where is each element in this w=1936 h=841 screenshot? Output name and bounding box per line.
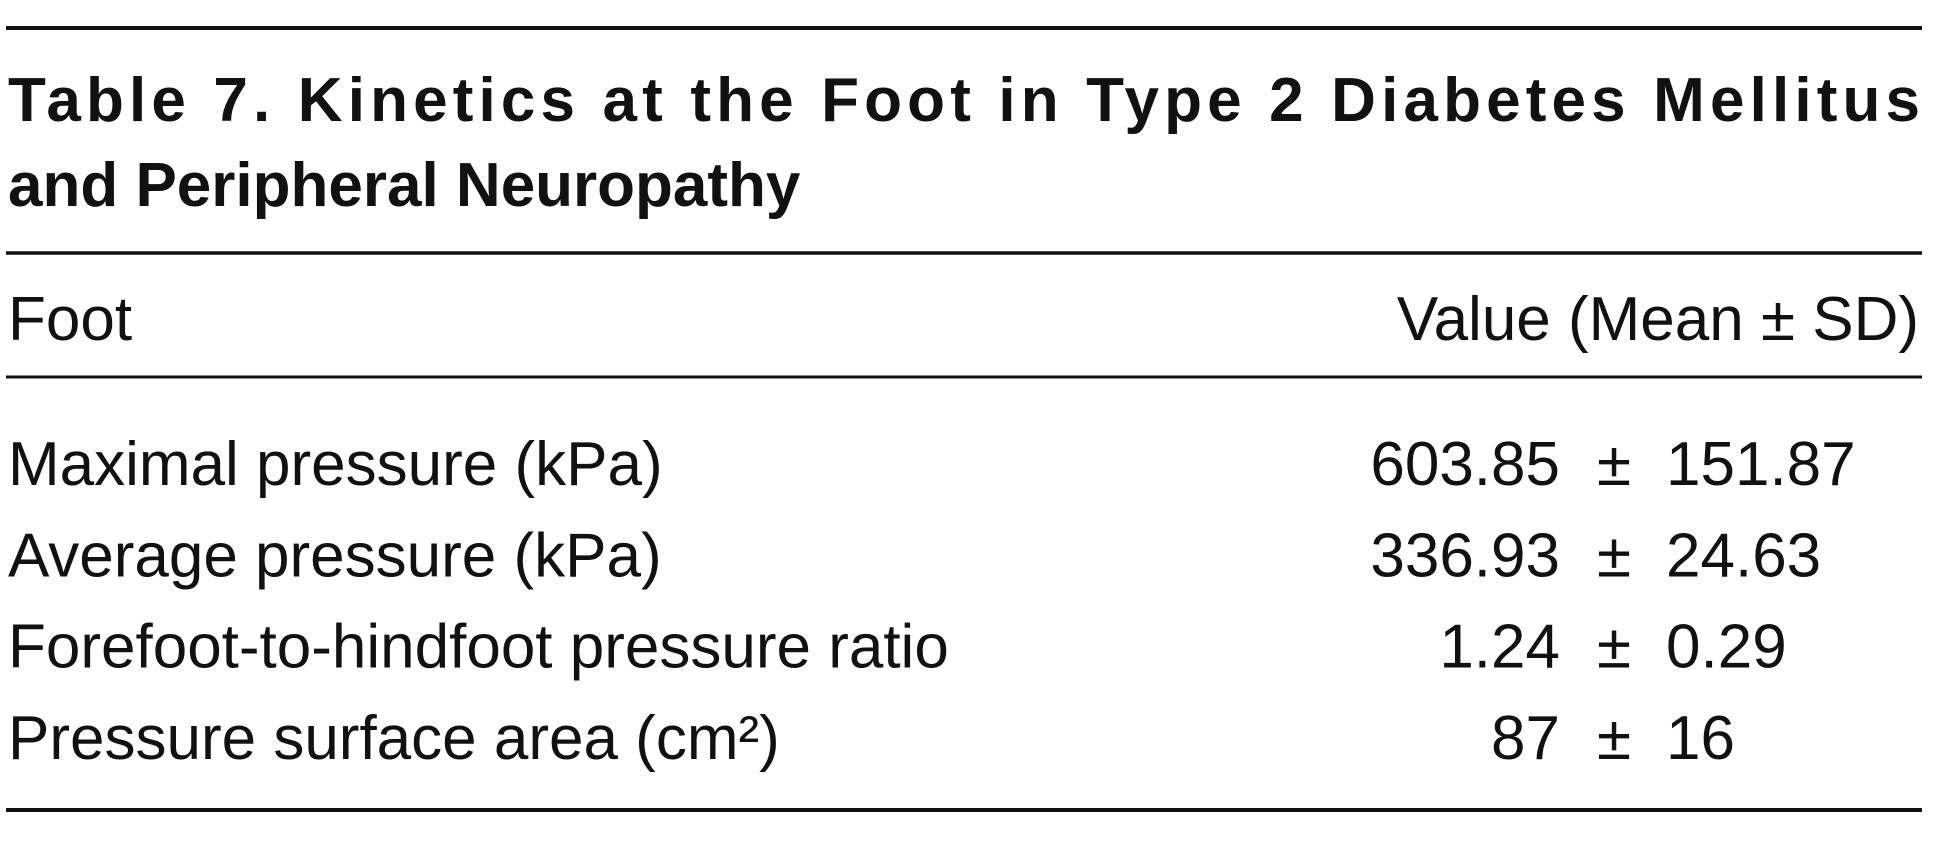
row-sd: 151.87 xyxy=(1666,430,1856,499)
row-mean: 1.24 xyxy=(1439,613,1560,682)
row-mean: 603.85 xyxy=(1370,430,1560,499)
table-title: and Peripheral Neuropathy xyxy=(8,151,801,220)
row-label: Maximal pressure (kPa) xyxy=(8,430,663,499)
row-mean: 336.93 xyxy=(1370,521,1560,590)
row-label: Pressure surface area (cm²) xyxy=(8,704,780,773)
row-sd: 0.29 xyxy=(1666,613,1787,682)
table-title: Table 7. Kinetics at the Foot in Type 2 … xyxy=(8,66,1920,135)
row-sd: 24.63 xyxy=(1666,521,1821,590)
row-mean: 87 xyxy=(1491,704,1560,773)
row-plus-minus: ± xyxy=(1597,704,1631,773)
table-body: Maximal pressure (kPa) 603.85 ±151.87 Avera… xyxy=(8,430,1856,773)
column-header: Value (Mean ± SD) xyxy=(1397,285,1919,354)
row-plus-minus: ± xyxy=(1597,430,1631,499)
row-plus-minus: ± xyxy=(1597,521,1631,590)
row-plus-minus: ± xyxy=(1597,613,1631,682)
row-label: Forefoot-to-hindfoot pressure ratio xyxy=(8,613,949,682)
column-header: Foot xyxy=(8,285,132,354)
row-label: Average pressure (kPa) xyxy=(8,521,662,590)
row-sd: 16 xyxy=(1666,704,1735,773)
